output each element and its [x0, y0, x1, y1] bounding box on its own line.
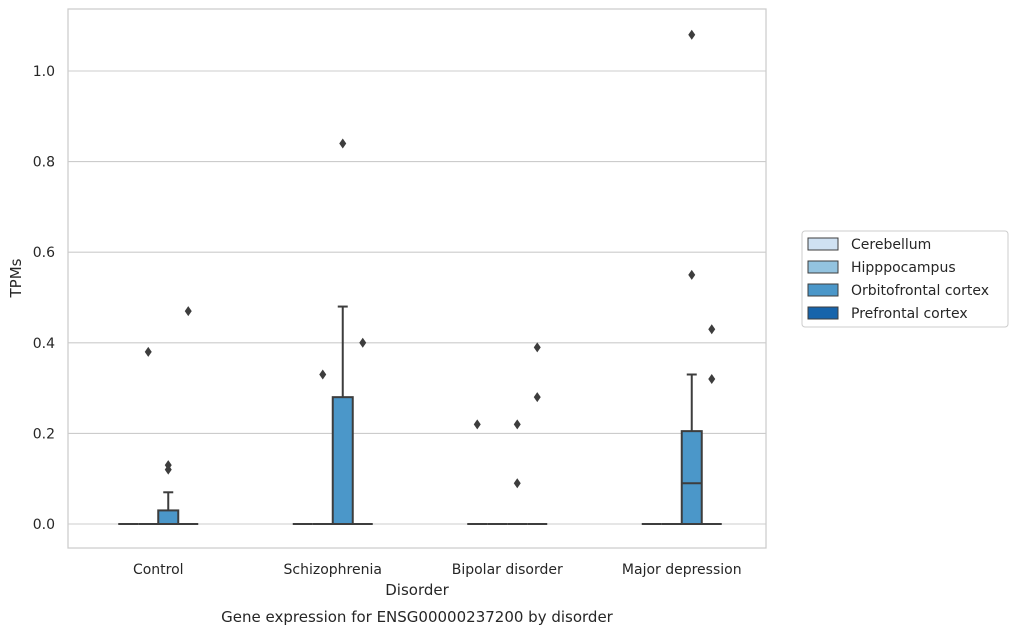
y-gridlines — [68, 70, 766, 525]
x-axis-ticks: Control Schizophrenia Bipolar disorder Majo… — [133, 562, 742, 578]
outlier-point — [533, 342, 541, 353]
outlier-point — [513, 478, 521, 489]
box-group — [331, 138, 354, 525]
legend-label: Orbitofrontal cortex — [851, 283, 989, 299]
outlier-point — [339, 138, 347, 149]
outlier-point — [359, 337, 367, 348]
outlier-point — [708, 374, 716, 385]
box-rect — [680, 430, 703, 526]
chart-caption: Gene expression for ENSG00000237200 by d… — [221, 608, 614, 626]
box-group — [527, 342, 548, 525]
box-group — [701, 324, 722, 525]
legend-swatch — [807, 237, 839, 251]
box-group — [467, 419, 488, 525]
outlier-point — [144, 346, 152, 357]
x-axis-label: Disorder — [385, 581, 449, 599]
y-tick-label: 0.8 — [33, 155, 55, 171]
box-group — [312, 369, 333, 525]
legend-swatch — [807, 306, 839, 320]
x-tick-label: Control — [133, 562, 184, 578]
outlier-point — [473, 419, 481, 430]
x-tick-label: Schizophrenia — [284, 562, 382, 578]
y-tick-label: 0.0 — [33, 517, 55, 533]
y-tick-label: 0.4 — [33, 336, 55, 352]
box-rect — [331, 396, 354, 525]
box-group — [507, 419, 528, 525]
legend-swatch — [807, 283, 839, 297]
outlier-point — [319, 369, 327, 380]
outlier-point — [688, 269, 696, 280]
y-axis-label: TPMs — [7, 258, 25, 298]
box-group — [352, 337, 373, 525]
x-tick-label: Bipolar disorder — [452, 562, 563, 578]
outlier-point — [533, 392, 541, 403]
box-group — [178, 306, 199, 525]
legend: Cerebellum Hipppocampus Orbitofrontal cort… — [801, 230, 1009, 328]
y-tick-label: 0.6 — [33, 245, 55, 261]
legend-frame — [801, 230, 1009, 328]
legend-label: Prefrontal cortex — [851, 306, 968, 322]
outlier-point — [184, 306, 192, 317]
outlier-point — [164, 460, 172, 471]
box-group — [680, 29, 703, 526]
y-tick-label: 1.0 — [33, 64, 55, 80]
plot-frame — [67, 8, 767, 549]
outlier-point — [513, 419, 521, 430]
legend-label: Hipppocampus — [851, 260, 956, 276]
x-tick-label: Major depression — [622, 562, 742, 578]
box-plot-marks — [118, 29, 722, 526]
legend-label: Cerebellum — [851, 237, 931, 253]
legend-swatch — [807, 260, 839, 274]
y-tick-label: 0.2 — [33, 426, 55, 442]
outlier-point — [708, 324, 716, 335]
box-group — [138, 346, 159, 525]
box-group — [157, 460, 180, 526]
box-rect — [157, 509, 180, 526]
outlier-point — [688, 29, 696, 40]
y-axis-ticks: 0.0 0.2 0.4 0.6 0.8 1.0 — [33, 64, 55, 533]
